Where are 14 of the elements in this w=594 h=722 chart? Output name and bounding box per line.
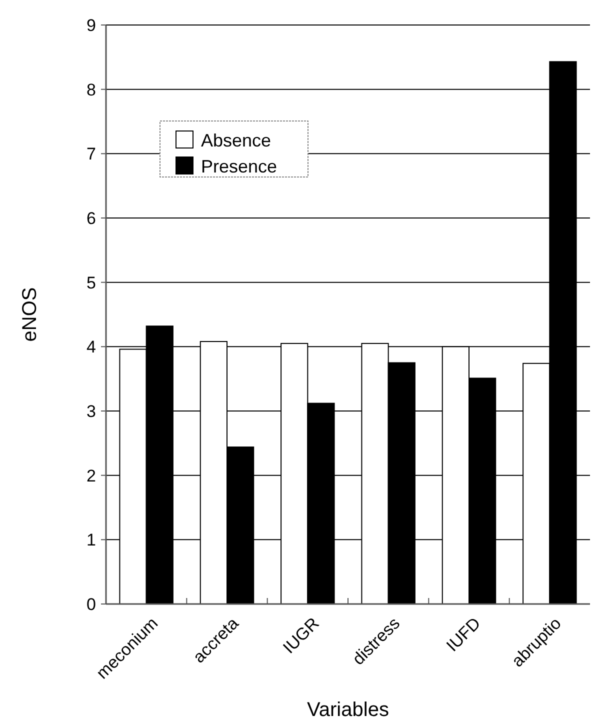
y-tick-label: 0 bbox=[86, 594, 96, 614]
y-tick-label: 6 bbox=[86, 208, 96, 228]
legend-label: Absence bbox=[201, 130, 272, 150]
x-axis-title: Variables bbox=[307, 699, 389, 721]
y-tick-label: 4 bbox=[86, 338, 96, 357]
y-tick-label: 5 bbox=[86, 273, 96, 292]
y-axis-title: eNOS bbox=[19, 287, 41, 342]
y-tick-label: 2 bbox=[86, 466, 96, 486]
y-tick-label: 9 bbox=[86, 16, 96, 35]
y-tick-label: 1 bbox=[86, 530, 96, 550]
y-tick-label: 7 bbox=[86, 144, 96, 164]
y-tick-label: 3 bbox=[86, 402, 96, 421]
legend-label: Presence bbox=[201, 156, 278, 176]
y-tick-label: 8 bbox=[86, 80, 96, 100]
